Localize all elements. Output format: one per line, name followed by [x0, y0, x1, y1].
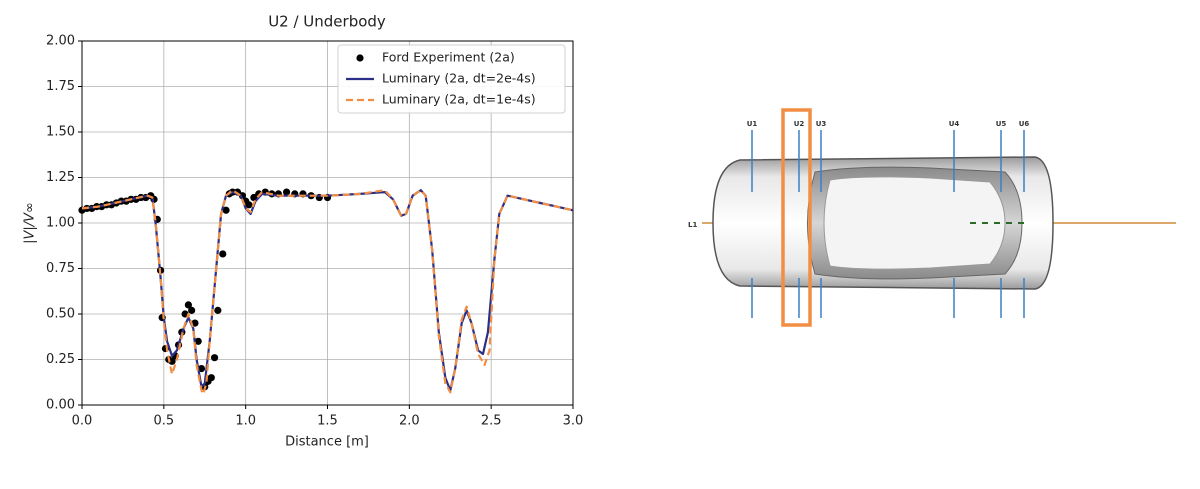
highlight-box [781, 108, 812, 327]
data-point [219, 250, 227, 258]
data-point [194, 337, 202, 345]
station-label: U5 [996, 120, 1007, 128]
station-label: U2 [794, 120, 805, 128]
data-point [184, 301, 192, 309]
y-tick-label: 2.00 [46, 34, 75, 49]
chart: U2 / Underbody Distance [m] |V|/V∞ [23, 13, 386, 450]
plot-frame [81, 40, 574, 406]
y-tick-label: 0.75 [46, 261, 75, 276]
y-axis-label: |V|/V∞ [23, 202, 38, 244]
car-diagram: L1 U1 U2 U3 U4 U5 U6 [688, 108, 1176, 327]
x-tick-label: 0.5 [153, 414, 174, 429]
car-roof [823, 176, 1006, 270]
y-tick-label: 1.75 [46, 79, 75, 94]
y-tick-label: 1.25 [46, 170, 75, 185]
station-label: U4 [949, 120, 960, 128]
data-point [245, 201, 253, 209]
y-tick-label: 1.00 [46, 216, 75, 231]
legend-label: Luminary (2a, dt=1e-4s) [382, 92, 536, 107]
data-point [214, 306, 222, 314]
y-tick-label: 0.00 [46, 398, 75, 413]
y-tick-label: 0.50 [46, 307, 75, 322]
data-point [210, 354, 219, 362]
data-point [250, 193, 258, 202]
station-label: U1 [747, 120, 758, 128]
legend-label: Ford Experiment (2a) [382, 50, 515, 65]
station-label: U6 [1019, 120, 1030, 128]
x-tick-label: 3.0 [563, 414, 584, 429]
data-point [207, 374, 215, 382]
data-point [188, 306, 196, 314]
legend-marker [356, 54, 364, 62]
chart-title: U2 / Underbody [268, 13, 386, 31]
x-tick-label: 2.5 [481, 414, 502, 429]
x-tick-label: 1.5 [317, 414, 338, 429]
data-point [282, 188, 291, 196]
x-tick-label: 0.0 [72, 414, 93, 429]
y-tick-label: 1.50 [46, 125, 75, 140]
data-point [222, 206, 230, 214]
x-tick-label: 2.0 [399, 414, 420, 429]
data-point [197, 365, 206, 373]
data-line [81, 189, 574, 396]
legend-box [337, 44, 566, 114]
station-label: U3 [816, 120, 827, 128]
x-tick-label: 1.0 [235, 414, 256, 429]
legend-label: Luminary (2a, dt=2e-4s) [382, 71, 536, 86]
y-tick-label: 0.25 [46, 352, 75, 367]
line-label: L1 [688, 221, 697, 229]
x-axis-label: Distance [m] [285, 435, 369, 450]
data-point [168, 357, 176, 365]
